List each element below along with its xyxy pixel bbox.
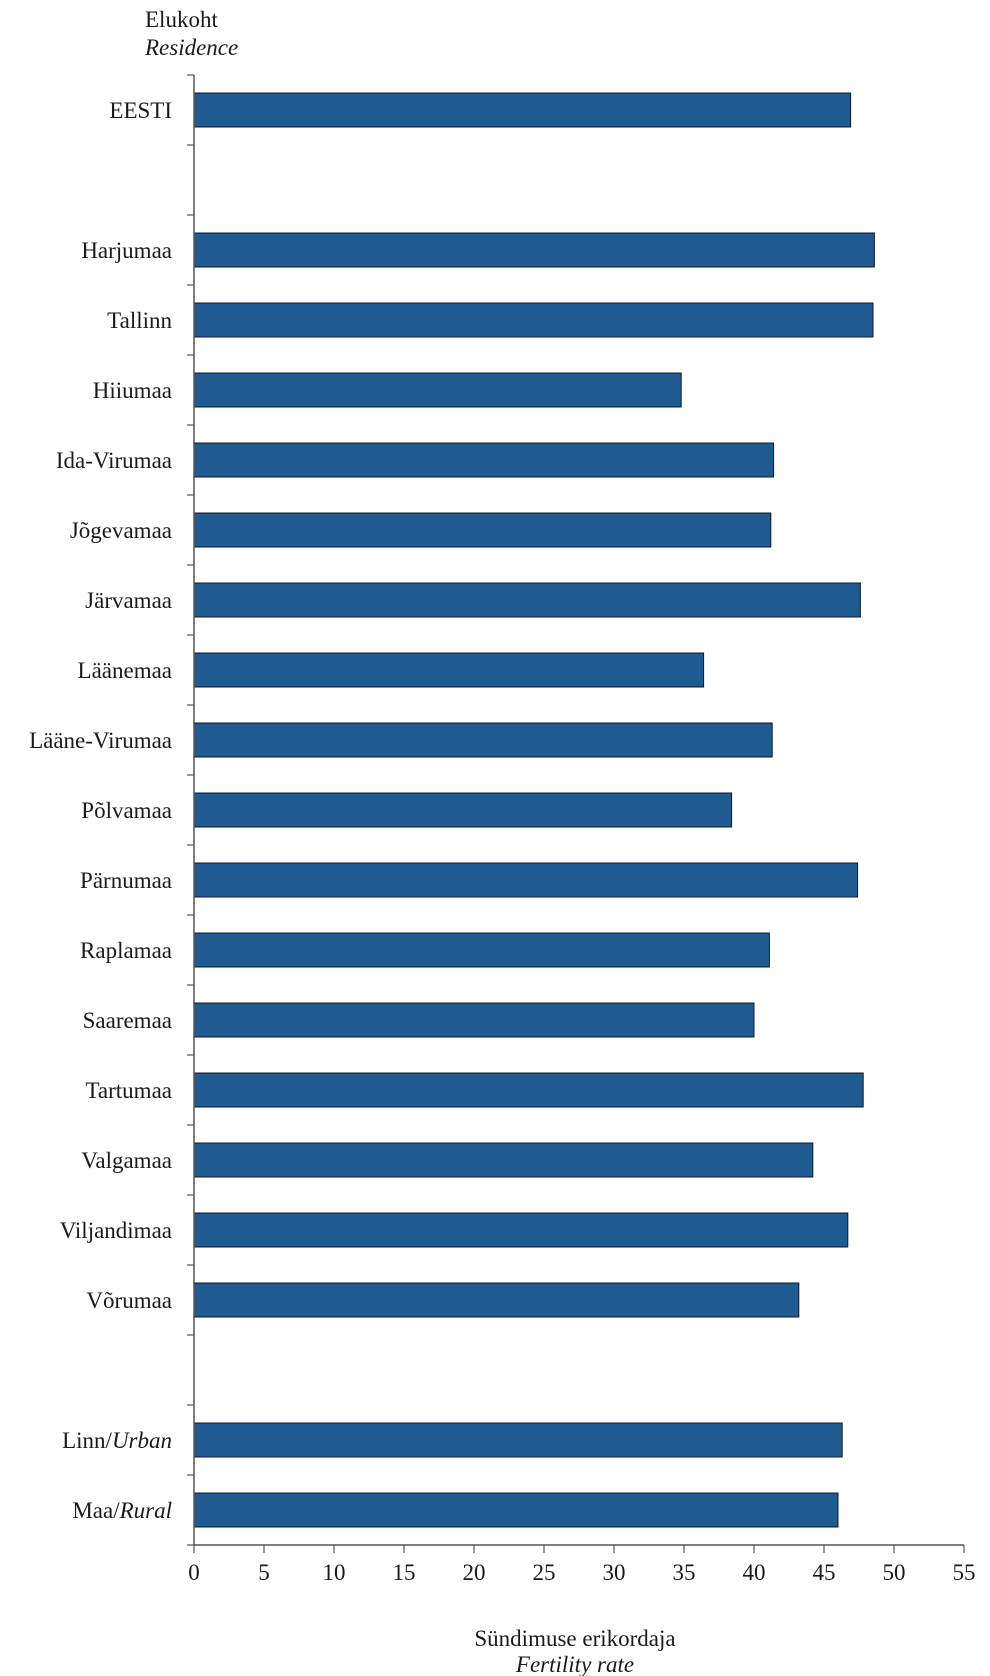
bar [193, 302, 874, 338]
category-label: EESTI [109, 98, 172, 123]
bar [193, 722, 773, 758]
category-label: Viljandimaa [60, 1218, 172, 1243]
y-axis-title-english: Residence [144, 35, 238, 60]
category-label: Saaremaa [83, 1008, 172, 1033]
x-axis-title-english: Fertility rate [515, 1652, 634, 1676]
category-labels-group: EESTI Harjumaa Tallinn Hiiumaa Ida-Virumaa Jõ… [29, 98, 172, 1523]
bar [193, 932, 770, 968]
bar [193, 1282, 800, 1318]
axes-group: 0 5 10 15 20 25 30 35 40 45 50 55 [187, 74, 976, 1585]
bar [193, 372, 682, 408]
y-axis-title: Elukoht [145, 7, 218, 32]
category-label: Pärnumaa [80, 868, 172, 893]
bar [193, 1422, 843, 1458]
category-label: Harjumaa [81, 238, 172, 263]
x-tick-label: 25 [533, 1560, 556, 1585]
category-label: Jõgevamaa [70, 518, 172, 543]
category-label: Ida-Virumaa [56, 448, 172, 473]
bar [193, 442, 775, 478]
x-tick-label: 55 [953, 1560, 976, 1585]
x-tick-label: 35 [673, 1560, 696, 1585]
bar [193, 1002, 755, 1038]
x-tick-label: 30 [603, 1560, 626, 1585]
category-label: Linn/Urban [62, 1428, 172, 1453]
bar [193, 232, 875, 268]
bars-group [193, 92, 875, 1528]
x-tick-label: 45 [813, 1560, 836, 1585]
bar [193, 582, 861, 618]
x-tick-label: 0 [188, 1560, 200, 1585]
bar [193, 1492, 839, 1528]
x-tick-label: 40 [743, 1560, 766, 1585]
x-tick-label: 50 [883, 1560, 906, 1585]
category-label: Tallinn [107, 308, 172, 333]
category-label: Järvamaa [85, 588, 172, 613]
category-label: Võrumaa [86, 1288, 172, 1313]
bar [193, 1142, 814, 1178]
category-label: Maa/Rural [72, 1498, 172, 1523]
category-label: Põlvamaa [81, 798, 172, 823]
bar [193, 792, 733, 828]
category-label: Valgamaa [81, 1148, 172, 1173]
bar [193, 1212, 849, 1248]
x-tick-label: 5 [258, 1560, 270, 1585]
x-tick-label: 10 [323, 1560, 346, 1585]
x-tick-label: 15 [393, 1560, 416, 1585]
x-axis-title: Sündimuse erikordaja [474, 1626, 675, 1651]
x-tick-label: 20 [463, 1560, 486, 1585]
bar [193, 1072, 864, 1108]
category-label: Tartumaa [85, 1078, 172, 1103]
category-label: Raplamaa [80, 938, 172, 963]
category-label: Läänemaa [78, 658, 172, 683]
bar [193, 92, 852, 128]
bar [193, 652, 705, 688]
bar [193, 512, 772, 548]
category-label: Lääne-Virumaa [29, 728, 172, 753]
bar [193, 862, 859, 898]
category-label: Hiiumaa [93, 378, 172, 403]
